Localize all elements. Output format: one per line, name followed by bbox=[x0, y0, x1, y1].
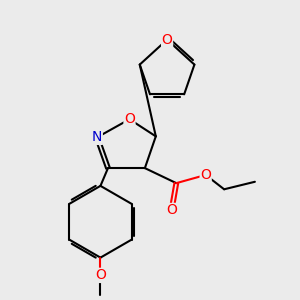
Text: N: N bbox=[92, 130, 102, 144]
Text: O: O bbox=[95, 268, 106, 282]
Text: O: O bbox=[124, 112, 135, 126]
Text: O: O bbox=[200, 168, 211, 182]
Text: O: O bbox=[166, 203, 177, 218]
Text: O: O bbox=[162, 33, 172, 47]
